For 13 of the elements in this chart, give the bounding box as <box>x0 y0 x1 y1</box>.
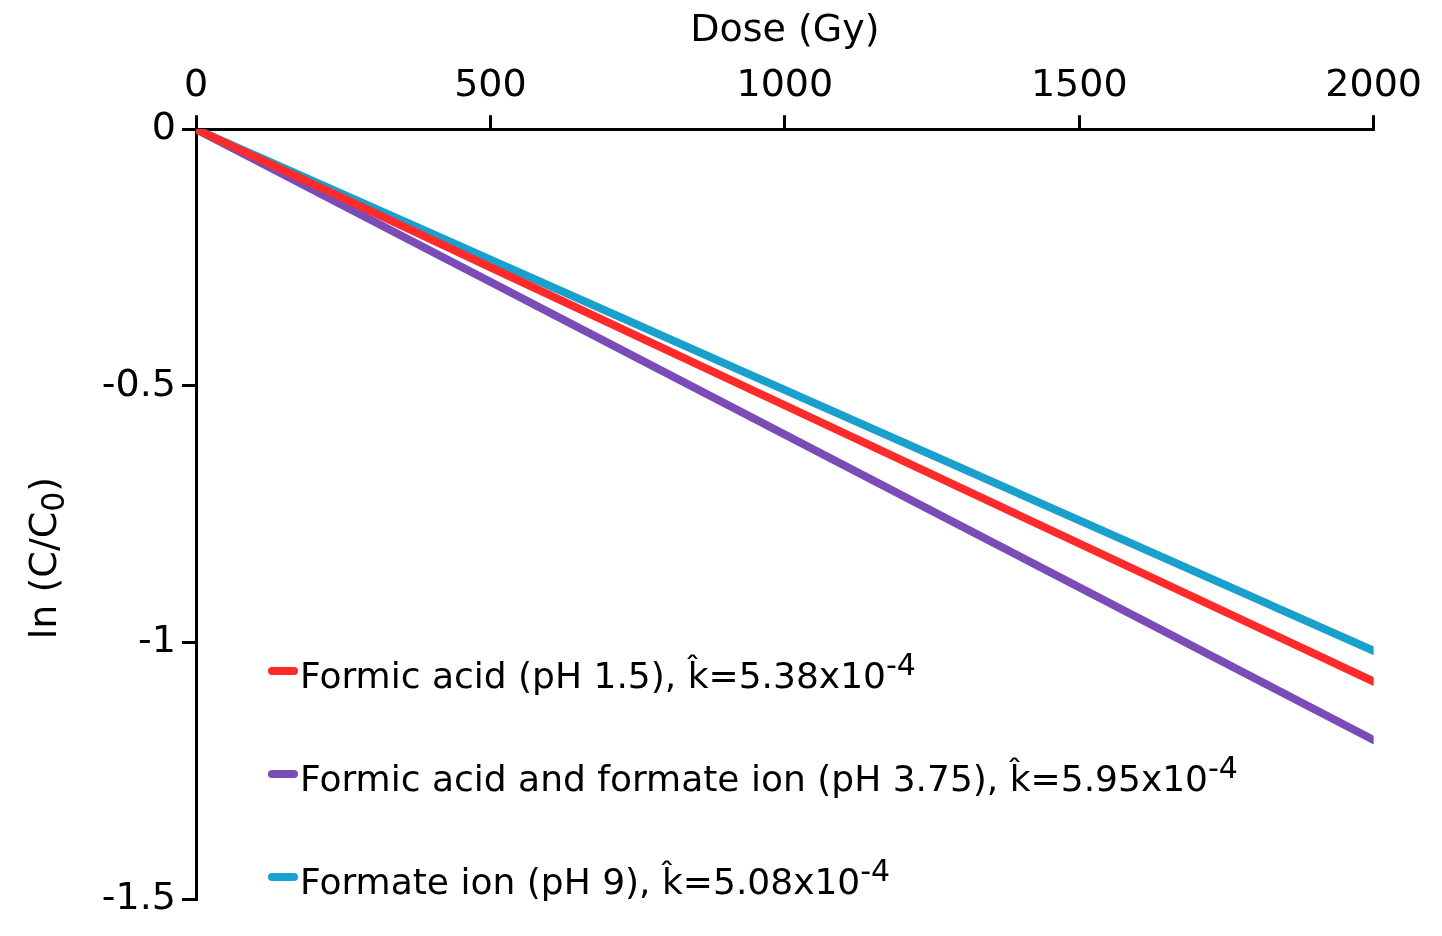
y-tick-label: 0 <box>151 104 176 149</box>
x-tick-label: 1500 <box>1030 61 1128 106</box>
legend-label: Formic acid (pH 1.5), k̂=5.38x10$^{-4}$ <box>300 646 916 698</box>
x-tick-label: 500 <box>454 61 527 106</box>
y-tick-label: -1 <box>138 617 176 662</box>
x-tick-label: 2000 <box>1325 61 1423 106</box>
legend-label: Formate ion (pH 9), k̂=5.08x10$^{-4}$ <box>300 852 891 904</box>
legend-label: Formic acid and formate ion (pH 3.75), k̂=5.95x10$^{-4}$ <box>300 749 1238 801</box>
x-tick-label: 0 <box>183 61 209 106</box>
x-axis-title: Dose (Gy) <box>690 5 880 50</box>
x-tick-label: 1000 <box>736 61 834 106</box>
y-tick-label: -0.5 <box>101 360 176 405</box>
y-tick-label: -1.5 <box>101 874 176 919</box>
